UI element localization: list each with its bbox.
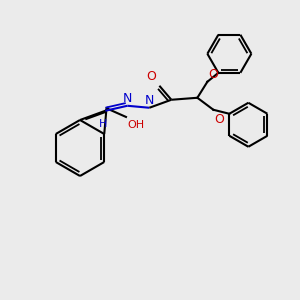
Text: O: O xyxy=(208,68,218,81)
Text: N: N xyxy=(145,94,154,107)
Text: O: O xyxy=(214,113,224,126)
Text: N: N xyxy=(123,92,132,105)
Text: H: H xyxy=(98,119,107,129)
Text: OH: OH xyxy=(127,120,144,130)
Text: O: O xyxy=(146,70,156,83)
